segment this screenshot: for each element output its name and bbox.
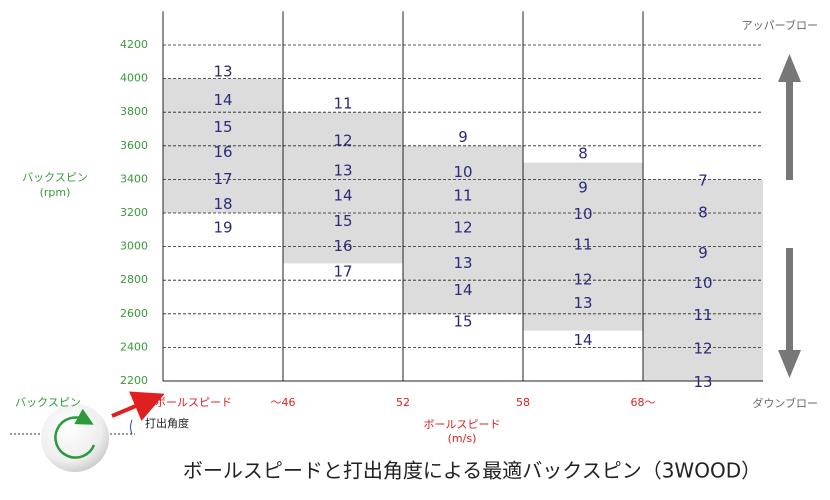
y-tick-label: 2800 <box>120 273 148 286</box>
spin-range <box>283 112 403 264</box>
y-tick-label: 3800 <box>120 105 148 118</box>
launch-angle-value: 13 <box>453 254 472 272</box>
y-tick-label: 2600 <box>120 307 148 320</box>
launch-angle-value: 14 <box>453 281 472 299</box>
chart-title: ボールスピードと打出角度による最適バックスピン（3WOOD） <box>183 459 761 483</box>
launch-angle-value: 8 <box>698 204 708 222</box>
launch-angle-value: 12 <box>693 340 712 358</box>
spin-range <box>403 145 523 314</box>
launch-angle-value: 16 <box>333 237 352 255</box>
bottom-label: ダウンブロー <box>752 396 818 410</box>
launch-angle-value: 11 <box>333 94 352 112</box>
x-boundary-label: 68～ <box>631 396 656 409</box>
launch-angle-value: 10 <box>453 163 472 181</box>
launch-angle-value: 12 <box>573 271 592 289</box>
y-axis-unit: (rpm) <box>40 186 71 199</box>
launch-angle-value: 19 <box>213 219 232 237</box>
launch-angle-value: 13 <box>573 294 592 312</box>
top-label: アッパーブロー <box>742 18 818 32</box>
y-tick-label: 3400 <box>120 172 148 185</box>
down-arrow <box>778 248 801 378</box>
launch-angle-value: 9 <box>458 128 468 146</box>
launch-angle-value: 17 <box>333 262 352 280</box>
launch-angle-value: 14 <box>213 91 232 109</box>
launch-angle-value: 16 <box>213 143 232 161</box>
launch-angle-value: 12 <box>333 131 352 149</box>
launch-angle-value: 12 <box>453 219 472 237</box>
launch-angle-value: 9 <box>698 244 708 262</box>
launch-angle-value: 9 <box>578 178 588 196</box>
launch-angle-value: 13 <box>213 62 232 80</box>
launch-angle-value: 15 <box>213 118 232 136</box>
launch-angle-value: 10 <box>693 274 712 292</box>
launch-angle-value: 11 <box>573 235 592 253</box>
y-tick-label: 4200 <box>120 38 148 51</box>
launch-angle-value: 17 <box>213 170 232 188</box>
y-tick-label: 3200 <box>120 206 148 219</box>
launch-angle-value: 11 <box>453 187 472 205</box>
y-tick-label: 3600 <box>120 139 148 152</box>
launch-angle-value: 15 <box>333 212 352 230</box>
speed-marker-label: ボールスピード <box>155 396 232 409</box>
launch-angle-value: 18 <box>213 195 232 213</box>
launch-angle-label: 打出角度 <box>145 416 189 430</box>
x-boundary-label: 58 <box>516 396 530 409</box>
y-tick-label: 2200 <box>120 374 148 387</box>
launch-angle-value: 14 <box>573 331 592 349</box>
y-tick-label: 3000 <box>120 240 148 253</box>
x-axis-unit: (m/s) <box>448 432 477 445</box>
y-tick-label: 2400 <box>120 340 148 353</box>
launch-angle-value: 11 <box>693 306 712 324</box>
x-axis-title: ボールスピード <box>424 418 501 431</box>
x-boundary-label: 52 <box>396 396 410 409</box>
ball-illustration <box>10 391 165 472</box>
launch-angle-value: 15 <box>453 313 472 331</box>
y-tick-label: 4000 <box>120 72 148 85</box>
x-boundary-label: ～46 <box>271 396 296 409</box>
up-arrow <box>778 54 801 180</box>
ball-spin-label: バックスピン <box>15 396 81 409</box>
launch-angle-value: 13 <box>333 162 352 180</box>
plot-area: 2200 2400 2600 2800 3000 3200 3400 3600 3800 4000… <box>120 11 763 409</box>
launch-angle-value: 8 <box>578 145 588 163</box>
y-axis-title: バックスピン <box>22 171 88 184</box>
launch-angle-value: 13 <box>693 373 712 391</box>
launch-angle-value: 14 <box>333 187 352 205</box>
launch-angle-value: 7 <box>698 172 708 190</box>
launch-angle-value: 10 <box>573 205 592 223</box>
